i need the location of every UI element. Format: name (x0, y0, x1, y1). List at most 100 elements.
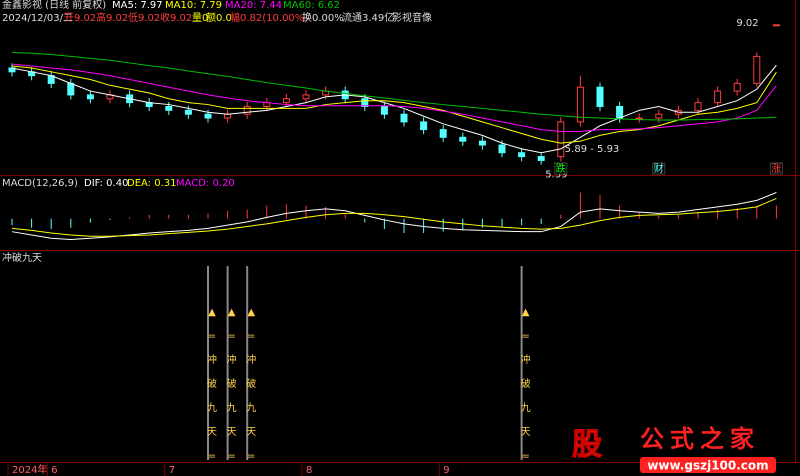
x-tick-label: 9 (443, 465, 449, 476)
signal-text: ▲ (522, 307, 530, 318)
low: 低9.02 (128, 11, 160, 24)
candle-body (655, 113, 663, 119)
float-shares: 流通3.49亿 (342, 11, 394, 24)
ma20-label: MA20: 7.44 (225, 0, 282, 11)
event-tag (769, 162, 783, 175)
candle-body (537, 156, 545, 161)
signal-text: ▲ (228, 307, 236, 318)
x-tick-label: 2024年 (12, 463, 47, 476)
candle-body (302, 94, 310, 100)
volume: 量0 (192, 12, 208, 24)
candle-body (243, 105, 251, 115)
dif-line (11, 192, 777, 241)
watermark-name: 公式之家 (640, 425, 760, 453)
signal-text: = (521, 451, 529, 462)
candle-body (204, 113, 212, 119)
stock-name: 金鑫影视 (日线 前复权) (2, 0, 106, 11)
candle-body (282, 98, 290, 104)
signal-text: = (208, 451, 216, 462)
candle-body (420, 121, 428, 131)
ma-line (11, 63, 777, 133)
price-annotation: 9.02 (736, 18, 758, 29)
candle-body (86, 94, 94, 100)
candle-body (714, 90, 722, 104)
signal-text: = (227, 331, 235, 342)
signal-text: 九 (207, 402, 217, 414)
turnover: 换0.00% (302, 11, 344, 24)
candle-body (616, 105, 624, 119)
watermark-url-box (640, 457, 776, 473)
signal-text: 破 (227, 377, 237, 390)
dif-label: DIF: 0.40 (84, 178, 128, 189)
event-tag-text: 财 (654, 162, 664, 175)
candle-body (518, 152, 526, 158)
signal-text: 九 (227, 402, 237, 414)
candle-body (694, 102, 702, 111)
x-tick-label: 7 (169, 465, 175, 476)
ma5-label: MA5: 7.97 (112, 0, 163, 11)
signal-text: 九 (521, 402, 531, 414)
signal-text: 冲 (246, 353, 256, 366)
signal-text: 九 (246, 402, 256, 414)
ma-line (11, 52, 777, 121)
candle-body (576, 86, 584, 123)
signal-text: = (208, 331, 216, 342)
signal-text: 冲 (207, 353, 217, 366)
signal-text: 破 (246, 377, 256, 390)
candle-body (400, 113, 408, 123)
signal-text: ▲ (247, 307, 255, 318)
signal-text: 冲 (521, 353, 531, 366)
event-tag-text: 跌 (556, 162, 566, 175)
candle-body (478, 140, 486, 146)
x-tick-label: 6 (51, 465, 57, 476)
ma-line (11, 65, 777, 144)
candle-body (557, 121, 565, 158)
candle-body (439, 129, 447, 138)
candle-body (459, 136, 467, 142)
date: 2024/12/03/二 (2, 13, 73, 24)
price-annotation: 5.39 (545, 170, 567, 181)
open: 开9.02 (64, 13, 96, 24)
candle-body (596, 86, 604, 107)
signal-text: 天 (207, 427, 217, 438)
candle-body (224, 113, 232, 119)
macd-label: MACD: 0.20 (176, 178, 235, 189)
signal-text: = (227, 451, 235, 462)
ma60-label: MA60: 6.62 (283, 0, 340, 11)
candle-body (165, 105, 173, 111)
signal-text: 冲 (227, 353, 237, 366)
dea-label: DEA: 0.31 (127, 178, 177, 189)
candle-body (753, 55, 761, 84)
sector: 影视音像 (392, 11, 432, 24)
candle-body (733, 82, 741, 92)
candle-body (361, 98, 369, 107)
event-tag (554, 162, 568, 175)
candle-body (380, 105, 388, 115)
signal-text: 破 (207, 377, 217, 390)
x-tick-label: 8 (306, 465, 312, 476)
dea-line (11, 197, 777, 237)
signal-text: 破 (521, 377, 531, 390)
signal-text: = (521, 331, 529, 342)
ma-line (11, 64, 777, 154)
event-tag-text: 涨 (771, 163, 781, 175)
signal-text: 天 (246, 427, 256, 438)
indicator-title: 冲破九天 (2, 251, 42, 264)
candle-body (67, 82, 75, 96)
amount: 额0.0 (206, 11, 232, 24)
event-tag (652, 162, 666, 175)
signal-text: 天 (521, 427, 531, 438)
watermark-badge: 股 (572, 428, 602, 463)
price-annotation: 5.89 - 5.93 (565, 144, 620, 155)
ma10-label: MA10: 7.79 (165, 0, 222, 11)
range: 幅0.82(10.00%) (230, 11, 308, 24)
candle-body (498, 144, 506, 154)
macd-title: MACD(12,26,9) (2, 178, 78, 189)
candle-body (772, 24, 780, 27)
watermark-url: www.gszj100.com (647, 459, 768, 473)
signal-text: 天 (227, 427, 237, 438)
signal-text: ▲ (208, 307, 216, 318)
candle-body (184, 109, 192, 115)
